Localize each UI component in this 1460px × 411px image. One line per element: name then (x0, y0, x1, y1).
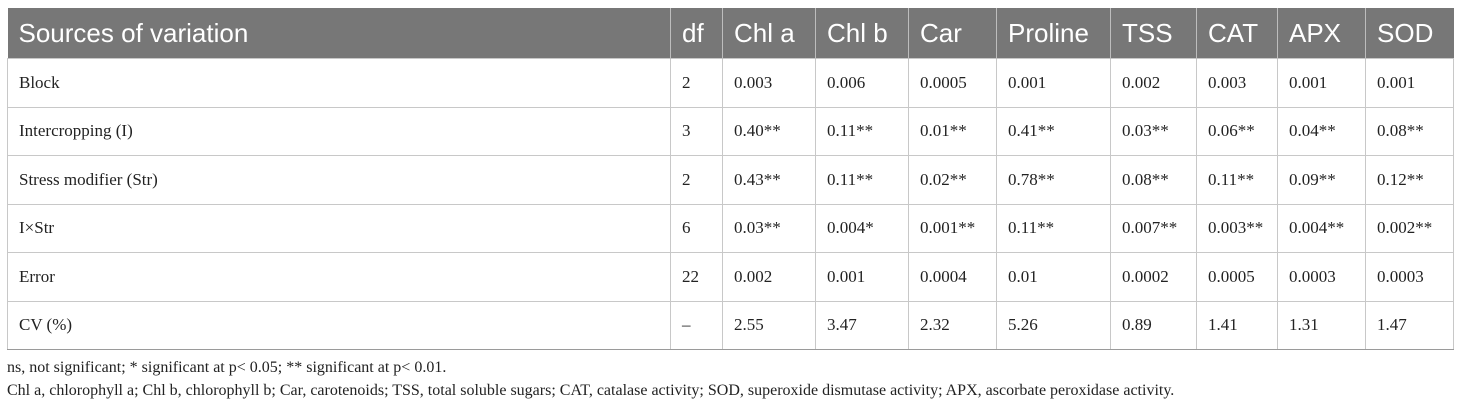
table-cell: 0.11** (815, 155, 909, 205)
table-cell: 0.89 (1110, 300, 1197, 350)
footnote-significance: ns, not significant; * significant at p<… (7, 359, 447, 376)
anova-table: Sources of variation df Chl a Chl b Car … (7, 8, 1454, 350)
table-cell: 0.06** (1196, 106, 1278, 156)
table-cell: Intercropping (I) (7, 106, 671, 156)
table-cell: 0.003** (1196, 203, 1278, 253)
table-row: Error 22 0.002 0.001 0.0004 0.01 0.0002 … (7, 252, 1454, 302)
table-cell: 1.31 (1277, 300, 1366, 350)
table-cell: 5.26 (996, 300, 1111, 350)
table-cell: 0.0003 (1365, 252, 1454, 302)
table-cell: 0.002 (1110, 58, 1197, 108)
table-cell: Error (7, 252, 671, 302)
header-sources-of-variation: Sources of variation (7, 8, 671, 59)
table-cell: 0.0005 (908, 58, 997, 108)
header-car: Car (908, 8, 997, 59)
header-apx: APX (1277, 8, 1366, 59)
table-cell: 0.11** (815, 106, 909, 156)
table-row: Intercropping (I) 3 0.40** 0.11** 0.01**… (7, 106, 1454, 156)
table-cell: 0.12** (1365, 155, 1454, 205)
table-footnotes: ns, not significant; * significant at p<… (7, 356, 1174, 402)
table-cell: Stress modifier (Str) (7, 155, 671, 205)
table-cell: 2 (670, 58, 723, 108)
footnote-abbreviations: Chl a, chlorophyll a; Chl b, chlorophyll… (7, 382, 1175, 399)
table-cell: 0.43** (722, 155, 816, 205)
table-cell: I×Str (7, 203, 671, 253)
table-row: I×Str 6 0.03** 0.004* 0.001** 0.11** 0.0… (7, 203, 1454, 253)
table-cell: 0.03** (722, 203, 816, 253)
table-cell: 0.78** (996, 155, 1111, 205)
header-proline: Proline (996, 8, 1111, 59)
table-cell: 0.02** (908, 155, 997, 205)
table-cell: 2.55 (722, 300, 816, 350)
table-cell: 0.0002 (1110, 252, 1197, 302)
header-sod: SOD (1365, 8, 1454, 59)
table-cell: 0.08** (1365, 106, 1454, 156)
table-cell: 0.001 (996, 58, 1111, 108)
table-cell: 0.004** (1277, 203, 1366, 253)
table-cell: 0.41** (996, 106, 1111, 156)
table-cell: 0.40** (722, 106, 816, 156)
table-cell: 0.11** (1196, 155, 1278, 205)
header-df: df (670, 8, 723, 59)
table-cell: 0.04** (1277, 106, 1366, 156)
table-cell: 1.47 (1365, 300, 1454, 350)
table-cell: 0.001** (908, 203, 997, 253)
table-cell: 22 (670, 252, 723, 302)
table-cell: 0.001 (1365, 58, 1454, 108)
table-cell: 6 (670, 203, 723, 253)
table-cell: CV (%) (7, 300, 671, 350)
header-tss: TSS (1110, 8, 1197, 59)
header-chl-a: Chl a (722, 8, 816, 59)
table-cell: 0.01** (908, 106, 997, 156)
header-chl-b: Chl b (815, 8, 909, 59)
table-cell: – (670, 300, 723, 350)
table-cell: 0.0004 (908, 252, 997, 302)
table-cell: 0.0003 (1277, 252, 1366, 302)
table-row: Block 2 0.003 0.006 0.0005 0.001 0.002 0… (7, 58, 1454, 108)
table-cell: 0.08** (1110, 155, 1197, 205)
table-cell: 0.003 (1196, 58, 1278, 108)
table-row: CV (%) – 2.55 3.47 2.32 5.26 0.89 1.41 1… (7, 300, 1454, 350)
header-cat: CAT (1196, 8, 1278, 59)
table-cell: 0.001 (815, 252, 909, 302)
table-cell: 0.09** (1277, 155, 1366, 205)
table-cell: 0.002** (1365, 203, 1454, 253)
table-cell: Block (7, 58, 671, 108)
table-header-row: Sources of variation df Chl a Chl b Car … (7, 8, 1454, 59)
table-cell: 0.11** (996, 203, 1111, 253)
table-cell: 0.003 (722, 58, 816, 108)
anova-table-container: Sources of variation df Chl a Chl b Car … (7, 8, 1454, 350)
table-cell: 0.0005 (1196, 252, 1278, 302)
table-cell: 2.32 (908, 300, 997, 350)
table-cell: 0.006 (815, 58, 909, 108)
table-cell: 0.004* (815, 203, 909, 253)
table-cell: 0.001 (1277, 58, 1366, 108)
table-cell: 0.03** (1110, 106, 1197, 156)
table-cell: 0.007** (1110, 203, 1197, 253)
table-cell: 0.01 (996, 252, 1111, 302)
table-cell: 3.47 (815, 300, 909, 350)
table-cell: 1.41 (1196, 300, 1278, 350)
table-cell: 2 (670, 155, 723, 205)
table-row: Stress modifier (Str) 2 0.43** 0.11** 0.… (7, 155, 1454, 205)
table-cell: 3 (670, 106, 723, 156)
table-cell: 0.002 (722, 252, 816, 302)
